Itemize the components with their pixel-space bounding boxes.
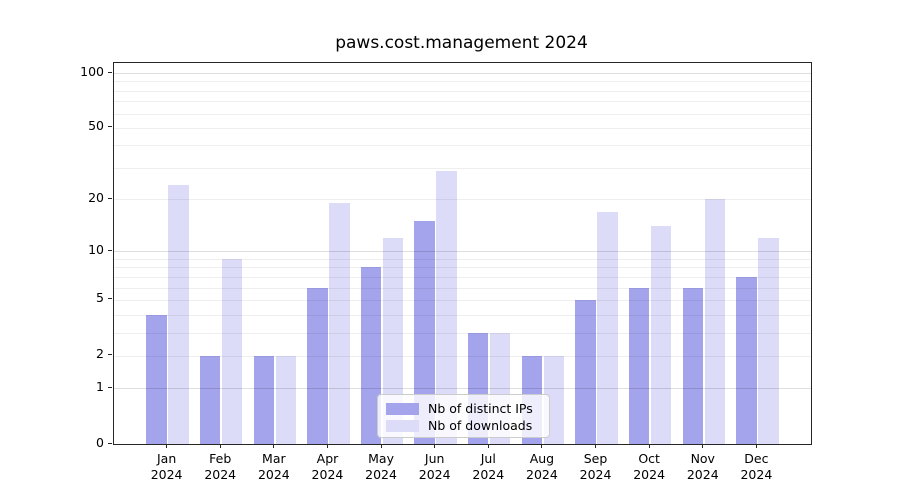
- bar-downloads: [436, 170, 457, 444]
- y-axis-tick: [108, 386, 112, 388]
- y-axis-tick: [108, 71, 112, 73]
- legend-entry-distinct-ips: Nb of distinct IPs: [386, 400, 541, 417]
- x-axis-tick: [166, 444, 168, 448]
- y-axis-tick-label: 50: [88, 118, 104, 134]
- bar-distinct-ips: [414, 221, 435, 444]
- x-axis-tick-label: Apr 2024: [311, 451, 344, 482]
- gridline-minor: [114, 167, 811, 169]
- bar-distinct-ips: [736, 276, 757, 444]
- x-axis-tick: [648, 444, 650, 448]
- x-axis-tick-label: Jan 2024: [150, 451, 183, 482]
- x-axis-tick: [326, 444, 328, 448]
- y-axis-tick: [108, 249, 112, 251]
- x-axis-tick-label: Dec 2024: [740, 451, 773, 482]
- bar-downloads: [650, 226, 672, 444]
- gridline-major: [114, 73, 811, 74]
- gridline-minor: [114, 90, 811, 92]
- x-axis-tick: [434, 444, 436, 448]
- y-axis-tick: [108, 354, 112, 356]
- y-axis-tick-label: 20: [88, 189, 104, 205]
- x-axis-tick: [702, 444, 704, 448]
- x-axis-tick: [541, 444, 543, 448]
- x-axis-tick-label: Nov 2024: [686, 451, 719, 482]
- bar-downloads: [329, 203, 350, 444]
- bar-distinct-ips: [307, 287, 328, 444]
- legend-label-downloads: Nb of downloads: [428, 418, 533, 433]
- plot-area: [113, 62, 812, 445]
- gridline-minor: [114, 81, 811, 83]
- legend-entry-downloads: Nb of downloads: [386, 417, 541, 434]
- bar-downloads: [222, 258, 243, 444]
- y-axis-tick-label: 100: [80, 63, 104, 79]
- x-axis-tick-label: Oct 2024: [633, 451, 666, 482]
- bar-distinct-ips: [200, 355, 221, 444]
- x-axis-tick: [380, 444, 382, 448]
- y-axis-tick-label: 0: [96, 434, 104, 450]
- y-axis-tick-label: 5: [96, 290, 104, 306]
- bar-distinct-ips: [360, 267, 382, 444]
- y-axis-tick: [108, 442, 112, 444]
- bar-downloads: [168, 185, 189, 444]
- gridline-minor: [114, 145, 811, 147]
- x-axis-tick: [273, 444, 275, 448]
- bar-distinct-ips: [628, 287, 650, 444]
- x-axis-tick-label: Sep 2024: [579, 451, 612, 482]
- legend-swatch-distinct-ips: [386, 402, 419, 415]
- bar-distinct-ips: [146, 314, 167, 444]
- gridline-minor: [114, 113, 811, 115]
- y-axis-tick: [108, 126, 112, 128]
- bar-downloads: [704, 199, 725, 444]
- x-axis-tick-label: Mar 2024: [257, 451, 290, 482]
- bar-downloads: [597, 211, 618, 444]
- y-axis-tick: [108, 298, 112, 300]
- bar-downloads: [275, 355, 297, 444]
- bar-downloads: [382, 237, 404, 444]
- x-axis-tick-label: Feb 2024: [204, 451, 237, 482]
- y-axis-tick-label: 10: [88, 241, 104, 257]
- legend: Nb of distinct IPs Nb of downloads: [377, 394, 550, 438]
- x-axis-tick-label: Jun 2024: [418, 451, 451, 482]
- bar-distinct-ips: [253, 355, 275, 444]
- legend-label-distinct-ips: Nb of distinct IPs: [428, 401, 533, 416]
- bar-distinct-ips: [575, 299, 596, 444]
- y-axis-tick-label: 1: [96, 378, 104, 394]
- x-axis-tick: [219, 444, 221, 448]
- gridline-minor: [114, 101, 811, 103]
- x-axis-tick-label: Jul 2024: [472, 451, 505, 482]
- bar-downloads: [758, 237, 779, 444]
- x-axis-tick: [487, 444, 489, 448]
- chart-title: paws.cost.management 2024: [335, 33, 588, 53]
- bar-distinct-ips: [682, 287, 703, 444]
- legend-swatch-downloads: [386, 419, 419, 432]
- x-axis-tick: [595, 444, 597, 448]
- y-axis-tick-label: 2: [96, 346, 104, 362]
- gridline-minor: [114, 127, 811, 129]
- x-axis-tick-label: May 2024: [365, 451, 397, 482]
- y-axis-tick: [108, 197, 112, 199]
- x-axis-tick: [755, 444, 757, 448]
- x-axis-tick-label: Aug 2024: [526, 451, 558, 482]
